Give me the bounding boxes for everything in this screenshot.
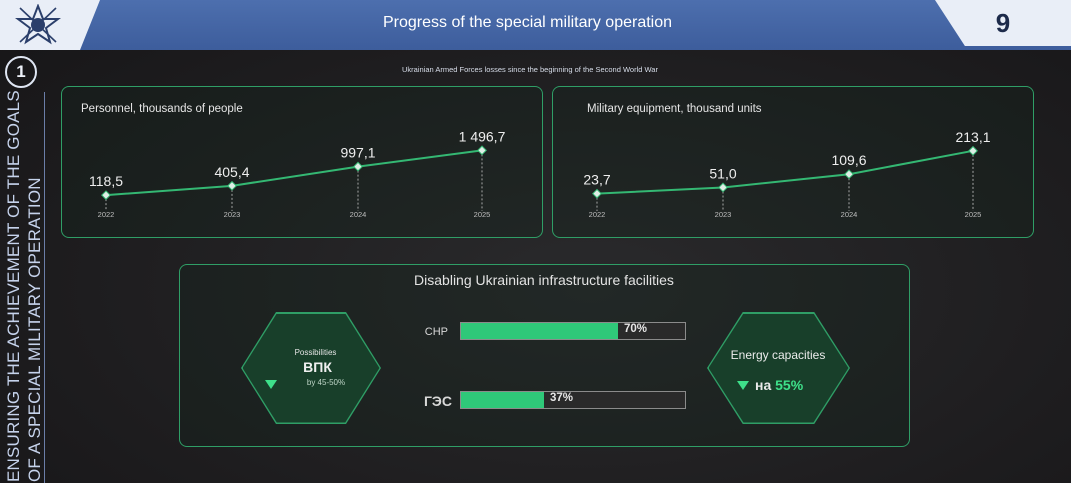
equipment-point-2022 [592,188,602,199]
personnel-point-2022 [101,190,111,201]
hex-right-caption: Energy capacities [730,348,826,362]
personnel-x-tick-2022: 2022 [98,210,115,219]
hex-left-caption: Possibilities [294,348,337,357]
personnel-value-label-2022: 118,5 [89,173,123,189]
page-number: 9 [995,8,1011,38]
chp-bar-label: CHP [424,326,448,338]
chart-subtitle: Ukrainian Armed Forces losses since the … [402,65,658,74]
personnel-point-2024 [353,161,363,172]
equipment-chart-title: Military equipment, thousand units [587,103,762,115]
personnel-point-2025 [477,145,487,156]
hpp-bar-fill [461,392,544,408]
equipment-value-label-2022: 23,7 [583,172,610,188]
hpp-bar-track: 37% [460,391,686,409]
hpp-bar-label: ГЭС [423,393,452,409]
chp-bar-fill [461,323,618,339]
equipment-x-tick-2023: 2023 [715,210,732,219]
chp-bar-track: 70% [460,322,686,340]
sidebar-divider [44,92,45,483]
personnel-x-tick-2024: 2024 [350,210,367,219]
triangle-down-icon [737,381,749,390]
equipment-value-label-2024: 109,6 [831,152,866,168]
personnel-value-label-2023: 405,4 [214,164,249,180]
personnel-chart-panel: Personnel, thousands of people 118,5 2022… [61,86,543,238]
triangle-down-icon [265,380,277,389]
personnel-value-label-2025: 1 496,7 [459,128,506,144]
equipment-point-2025 [968,145,978,156]
equipment-x-tick-2022: 2022 [589,210,606,219]
personnel-line-chart: 118,5 2022 405,4 2023 997,1 2024 1 496,7 2025 [89,128,506,219]
hex-right-value-row: на 55% [755,377,835,393]
equipment-x-tick-2025: 2025 [965,210,982,219]
equipment-point-2024 [844,169,854,180]
personnel-series-line [105,149,483,197]
equipment-value-label-2023: 51,0 [709,165,736,181]
section-number-badge: 1 [5,56,37,88]
star-emblem-icon [15,4,61,45]
hex-right-prefix: на [755,377,772,393]
personnel-x-tick-2023: 2023 [224,210,241,219]
hex-right-value: 55% [775,377,804,393]
personnel-chart-title: Personnel, thousands of people [81,103,243,115]
equipment-value-label-2025: 213,1 [955,129,990,145]
chp-bar-value: 70% [624,323,648,335]
equipment-point-2023 [718,182,728,193]
personnel-point-2023 [227,180,237,191]
equipment-chart-panel: Military equipment, thousand units 23,7 2… [552,86,1034,238]
personnel-x-tick-2025: 2025 [474,210,491,219]
equipment-series-line [596,149,974,195]
hex-left-name: ВПК [303,359,332,375]
personnel-value-label-2024: 997,1 [340,145,375,161]
infrastructure-title: Disabling Ukrainian infrastructure facil… [414,272,674,288]
header-bar [0,0,1071,50]
equipment-x-tick-2024: 2024 [841,210,858,219]
equipment-line-chart: 23,7 2022 51,0 2023 109,6 2024 213,1 2025 [583,129,990,219]
page-title: Progress of the special military operati… [382,14,673,31]
section-vertical-title: Ensuring the achievement of the goals of… [4,90,44,482]
hpp-bar-value: 37% [550,392,574,404]
hex-left-detail: by 45-50% [306,378,346,387]
defense-industry-hexagon [241,312,381,424]
